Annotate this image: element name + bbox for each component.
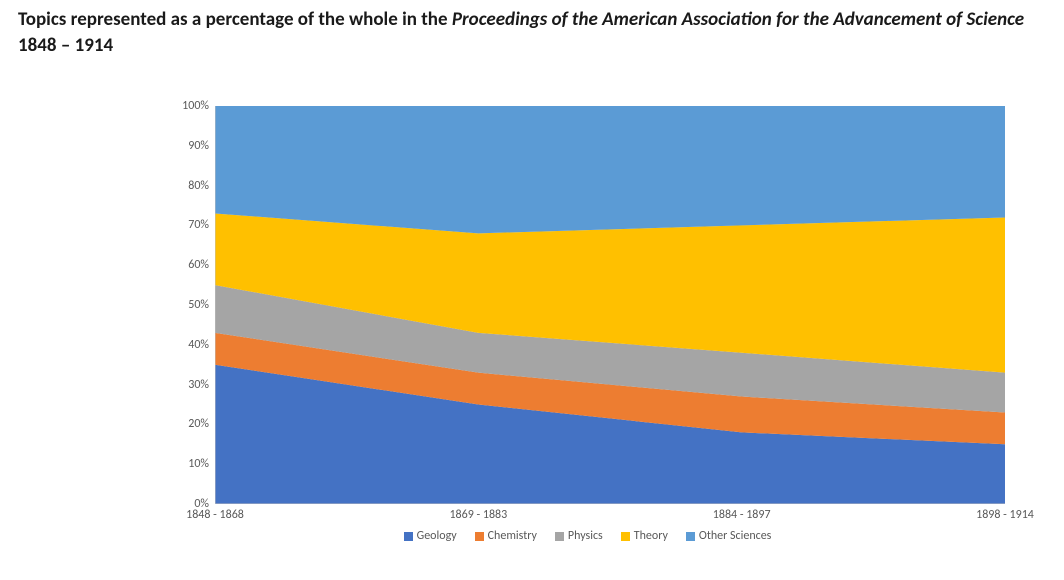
legend-label: Geology bbox=[417, 529, 457, 543]
legend-item-chemistry: Chemistry bbox=[475, 529, 537, 543]
ytick-label: 10% bbox=[149, 457, 209, 471]
legend-swatch bbox=[555, 532, 564, 541]
legend-swatch bbox=[621, 532, 630, 541]
legend-item-theory: Theory bbox=[621, 529, 668, 543]
ytick-label: 20% bbox=[149, 417, 209, 431]
ytick-label: 60% bbox=[149, 258, 209, 272]
title-italic: Proceedings of the American Association … bbox=[452, 8, 1024, 31]
legend-label: Other Sciences bbox=[699, 529, 772, 543]
plot-area bbox=[215, 106, 1005, 504]
chart-title: Topics represented as a percentage of th… bbox=[18, 8, 1046, 32]
ytick-label: 70% bbox=[149, 218, 209, 232]
ytick-label: 100% bbox=[149, 99, 209, 113]
chart-container: 0%10%20%30%40%50%60%70%80%90%100% 1848 -… bbox=[160, 98, 1015, 543]
legend-item-geology: Geology bbox=[404, 529, 457, 543]
legend-swatch bbox=[475, 532, 484, 541]
ytick-label: 30% bbox=[149, 378, 209, 392]
legend-label: Chemistry bbox=[488, 529, 537, 543]
stacked-area-svg bbox=[215, 106, 1005, 504]
legend-item-other-sciences: Other Sciences bbox=[686, 529, 772, 543]
legend: Geology Chemistry Physics Theory Other Scien… bbox=[160, 529, 1015, 543]
legend-label: Physics bbox=[568, 529, 603, 543]
xtick-label: 1869 - 1883 bbox=[449, 508, 507, 522]
legend-swatch bbox=[404, 532, 413, 541]
title-prefix: Topics represented as a percentage of th… bbox=[18, 8, 452, 31]
ytick-label: 50% bbox=[149, 298, 209, 312]
chart-title-block: Topics represented as a percentage of th… bbox=[0, 0, 1064, 61]
xtick-label: 1884 - 1897 bbox=[713, 508, 771, 522]
chart-subtitle: 1848 – 1914 bbox=[18, 34, 1046, 57]
area-other-sciences bbox=[215, 106, 1005, 233]
legend-label: Theory bbox=[634, 529, 668, 543]
xtick-label: 1898 - 1914 bbox=[976, 508, 1034, 522]
ytick-label: 80% bbox=[149, 179, 209, 193]
ytick-label: 90% bbox=[149, 139, 209, 153]
ytick-label: 40% bbox=[149, 338, 209, 352]
legend-swatch bbox=[686, 532, 695, 541]
legend-item-physics: Physics bbox=[555, 529, 603, 543]
xtick-label: 1848 - 1868 bbox=[186, 508, 244, 522]
